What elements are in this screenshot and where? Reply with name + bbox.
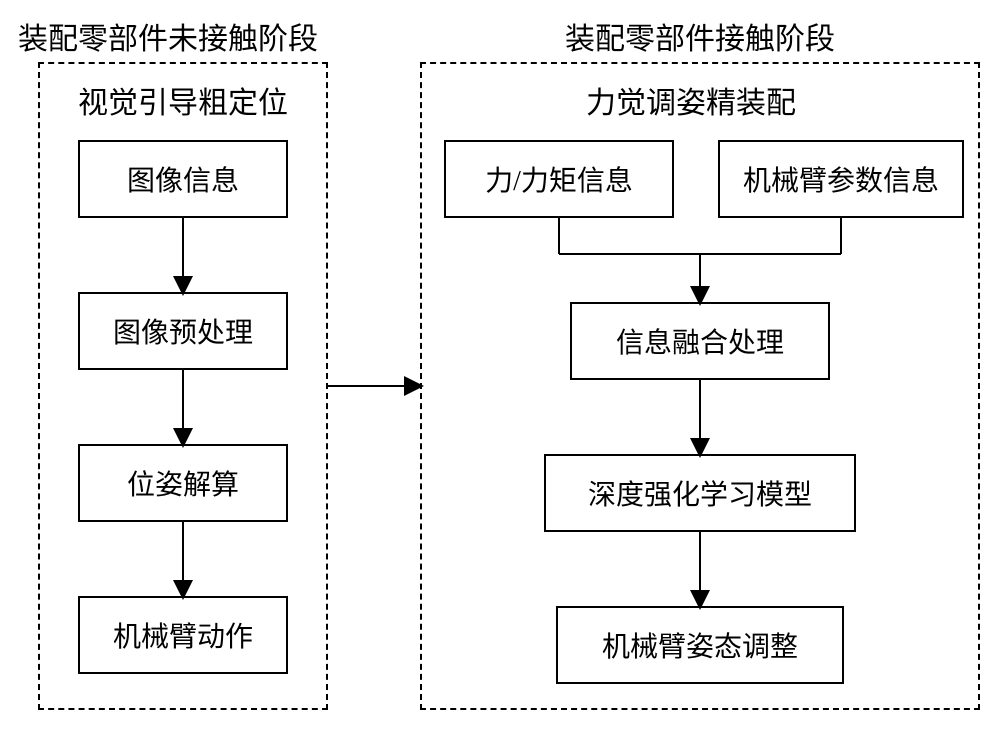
right-box-arm-params: 机械臂参数信息 <box>718 140 964 218</box>
right-box-arm-adjust: 机械臂姿态调整 <box>556 606 844 684</box>
right-panel-title: 力觉调姿精装配 <box>586 78 796 122</box>
right-box-force-info: 力/力矩信息 <box>444 140 674 218</box>
right-phase-title: 装配零部件接触阶段 <box>565 14 835 58</box>
right-box-fusion: 信息融合处理 <box>570 302 830 380</box>
left-box-preprocess: 图像预处理 <box>78 292 288 370</box>
right-box-drl-model: 深度强化学习模型 <box>544 454 856 532</box>
left-box-arm-action: 机械臂动作 <box>78 596 288 674</box>
left-phase-title: 装配零部件未接触阶段 <box>18 14 318 58</box>
diagram-canvas: 装配零部件未接触阶段 装配零部件接触阶段 视觉引导粗定位 力觉调姿精装配 图像信… <box>0 0 1000 737</box>
left-box-pose-solve: 位姿解算 <box>78 444 288 522</box>
left-panel-title: 视觉引导粗定位 <box>78 78 288 122</box>
left-box-img-info: 图像信息 <box>78 140 288 218</box>
